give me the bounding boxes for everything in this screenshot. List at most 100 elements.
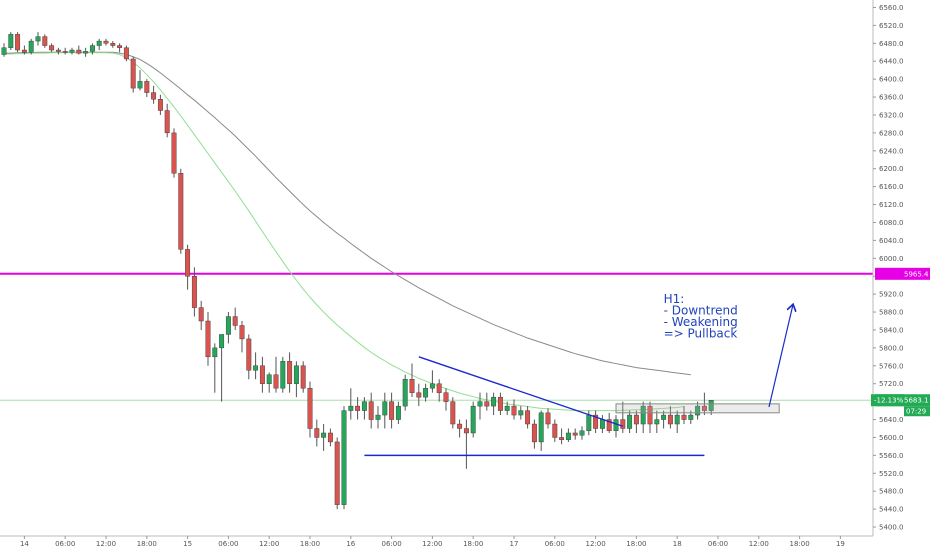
candle-body	[395, 405, 401, 420]
candle-body	[21, 49, 27, 53]
x-tick-label: 06:00	[382, 540, 402, 548]
x-tick-label: 14	[20, 540, 29, 548]
candle-body	[348, 405, 354, 411]
candle-body	[334, 441, 340, 505]
candle-body	[49, 45, 55, 51]
y-tick-label: 5840.0	[879, 326, 904, 334]
y-tick-label: 5760.0	[879, 362, 904, 370]
x-tick-label: 19	[836, 540, 845, 548]
price-tag	[875, 267, 930, 280]
candle-body	[654, 419, 660, 425]
candle-body	[212, 347, 218, 358]
price-tag-label: 5683.1	[904, 397, 929, 405]
y-tick-label: 5400.0	[879, 524, 904, 532]
candle-body	[389, 401, 395, 420]
y-tick-label: 5800.0	[879, 344, 904, 352]
countdown-label: 07:29	[906, 408, 926, 416]
candle-body	[640, 405, 646, 425]
candle-body	[457, 423, 463, 429]
candle-body	[429, 383, 435, 389]
candles	[1, 32, 714, 510]
time-axis[interactable]: 14 06:00 12:00 18:00 15 06:00 12:00 18:00 16 06:0…	[0, 535, 873, 548]
y-tick-label: 6240.0	[879, 147, 904, 155]
candle-body	[627, 414, 633, 429]
y-tick-label: 6160.0	[879, 183, 904, 191]
candle-body	[1, 47, 7, 55]
candle-body	[443, 392, 449, 402]
candle-body	[559, 437, 565, 440]
candle-body	[83, 51, 89, 54]
y-tick-label: 5920.0	[879, 291, 904, 299]
y-tick-label: 5880.0	[879, 309, 904, 317]
candle-body	[572, 432, 578, 436]
annotation: H1:- Downtrend- Weakening=> Pullback	[664, 292, 738, 341]
candle-body	[164, 110, 170, 134]
candle-body	[681, 414, 687, 420]
candle-body	[423, 387, 429, 398]
candle-body	[606, 419, 612, 431]
candle-body	[157, 99, 163, 111]
candle-body	[497, 396, 503, 411]
change-tag-label: -12.13%	[874, 397, 904, 405]
candle-body	[89, 45, 95, 52]
x-tick-label: 12:00	[586, 540, 606, 548]
candle-body	[579, 430, 585, 436]
candle-body	[178, 173, 184, 250]
moving-average-lines	[4, 51, 691, 412]
y-tick-label: 6120.0	[879, 201, 904, 209]
price-axis[interactable]: 5400.0 5440.0 5480.0 5520.0 5560.0 5600.0 5640…	[871, 0, 930, 536]
annotation-line: - Weakening	[664, 315, 738, 329]
x-tick-label: 18:00	[300, 540, 320, 548]
candle-body	[484, 401, 490, 407]
candle-body	[382, 401, 388, 416]
candle-body	[355, 405, 361, 411]
candle-body	[701, 405, 707, 411]
candle-body	[266, 374, 272, 384]
candle-body	[76, 49, 82, 54]
candle-body	[504, 405, 510, 411]
candle-body	[593, 414, 599, 429]
candle-body	[552, 423, 558, 438]
y-tick-label: 6200.0	[879, 165, 904, 173]
y-tick-label: 5720.0	[879, 380, 904, 388]
candle-body	[110, 43, 116, 46]
x-tick-label: 18:00	[463, 540, 483, 548]
x-tick-label: 12:00	[96, 540, 116, 548]
candle-body	[69, 49, 75, 53]
candle-body	[300, 365, 306, 389]
candle-body	[491, 396, 497, 407]
candle-body	[531, 423, 537, 443]
candle-body	[708, 400, 714, 411]
candle-body	[307, 387, 313, 429]
countdown-tag	[904, 406, 930, 417]
candle-body	[450, 401, 456, 425]
candle-body	[463, 428, 469, 434]
candle-body	[191, 276, 197, 308]
candle-body	[35, 36, 41, 42]
y-tick-label: 5560.0	[879, 452, 904, 460]
candle-body	[695, 405, 701, 416]
candle-body	[42, 36, 48, 46]
candle-body	[361, 401, 367, 411]
x-tick-label: 06:00	[218, 540, 238, 548]
x-tick-label: 06:00	[545, 540, 565, 548]
y-tick-label: 6560.0	[879, 4, 904, 12]
y-tick-label: 5600.0	[879, 434, 904, 442]
candle-body	[633, 414, 639, 425]
candle-body	[219, 334, 225, 349]
y-tick-label: 6520.0	[879, 22, 904, 30]
y-tick-label: 6440.0	[879, 58, 904, 66]
candle-body	[151, 92, 157, 100]
candle-body	[402, 379, 408, 407]
candle-body	[314, 428, 320, 438]
candle-body	[661, 414, 667, 420]
candle-body	[327, 432, 333, 443]
annotation-line: - Downtrend	[664, 304, 738, 318]
x-tick-label: 18	[673, 540, 682, 548]
change-tag	[871, 394, 904, 407]
candle-body	[368, 401, 374, 420]
y-tick-label: 6280.0	[879, 129, 904, 137]
horizontal-lines	[0, 272, 873, 401]
candle-body	[477, 401, 483, 407]
